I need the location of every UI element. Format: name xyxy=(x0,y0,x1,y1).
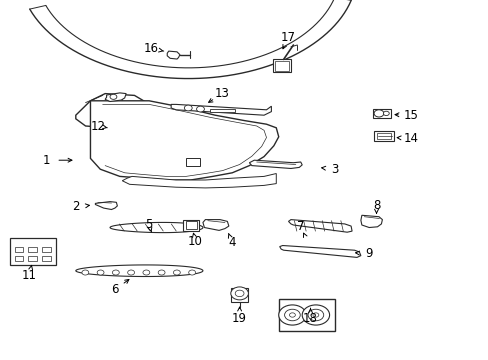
Circle shape xyxy=(110,94,117,99)
Text: 14: 14 xyxy=(403,132,417,145)
Bar xyxy=(372,109,390,118)
Text: 1: 1 xyxy=(42,154,50,167)
Bar xyxy=(42,256,51,261)
Circle shape xyxy=(127,270,134,275)
Circle shape xyxy=(142,270,149,275)
Polygon shape xyxy=(249,160,302,168)
Circle shape xyxy=(307,309,323,321)
Bar xyxy=(28,247,37,252)
Bar xyxy=(278,299,334,331)
Bar xyxy=(28,256,37,261)
Bar xyxy=(10,238,56,265)
Polygon shape xyxy=(167,51,180,59)
Circle shape xyxy=(235,290,244,297)
Text: 17: 17 xyxy=(281,31,295,44)
Bar xyxy=(15,256,23,261)
Text: 19: 19 xyxy=(232,312,246,325)
Bar xyxy=(272,59,291,72)
Circle shape xyxy=(158,270,165,275)
Circle shape xyxy=(312,313,318,317)
Circle shape xyxy=(383,111,388,116)
Circle shape xyxy=(97,270,104,275)
Text: 11: 11 xyxy=(22,269,37,282)
Polygon shape xyxy=(105,93,126,102)
Bar xyxy=(274,61,289,71)
Text: 2: 2 xyxy=(72,201,80,213)
Text: 4: 4 xyxy=(228,237,236,249)
Text: 6: 6 xyxy=(111,283,119,296)
Circle shape xyxy=(289,313,295,317)
Polygon shape xyxy=(203,220,228,230)
Bar xyxy=(42,247,51,252)
Circle shape xyxy=(184,105,192,111)
Text: 9: 9 xyxy=(365,247,372,260)
Circle shape xyxy=(278,305,305,325)
Bar xyxy=(230,288,248,302)
Text: 18: 18 xyxy=(303,312,317,325)
Circle shape xyxy=(188,270,195,275)
Polygon shape xyxy=(288,220,351,232)
Text: 15: 15 xyxy=(403,109,417,122)
Polygon shape xyxy=(171,104,271,115)
Polygon shape xyxy=(76,94,149,130)
Bar xyxy=(15,247,23,252)
Circle shape xyxy=(196,106,204,112)
Polygon shape xyxy=(122,174,276,188)
Bar xyxy=(376,133,390,139)
Circle shape xyxy=(302,305,329,325)
Text: 13: 13 xyxy=(215,87,229,100)
Circle shape xyxy=(112,270,119,275)
Circle shape xyxy=(173,270,180,275)
Circle shape xyxy=(373,110,383,117)
Bar xyxy=(183,220,199,231)
Polygon shape xyxy=(95,202,117,210)
Polygon shape xyxy=(279,246,360,257)
Polygon shape xyxy=(360,215,382,228)
Polygon shape xyxy=(76,265,203,276)
Polygon shape xyxy=(110,222,203,233)
Text: 10: 10 xyxy=(188,235,203,248)
Text: 3: 3 xyxy=(330,163,338,176)
Bar xyxy=(185,158,200,166)
Polygon shape xyxy=(90,101,278,180)
Bar xyxy=(185,221,196,229)
Text: 5: 5 xyxy=(145,219,153,231)
Circle shape xyxy=(81,270,89,275)
Text: 8: 8 xyxy=(372,199,380,212)
Text: 7: 7 xyxy=(296,220,304,233)
Text: 12: 12 xyxy=(90,120,105,132)
Circle shape xyxy=(230,287,248,300)
Bar xyxy=(210,109,234,112)
Bar xyxy=(373,131,393,141)
Text: 16: 16 xyxy=(144,42,159,55)
Circle shape xyxy=(284,309,300,321)
